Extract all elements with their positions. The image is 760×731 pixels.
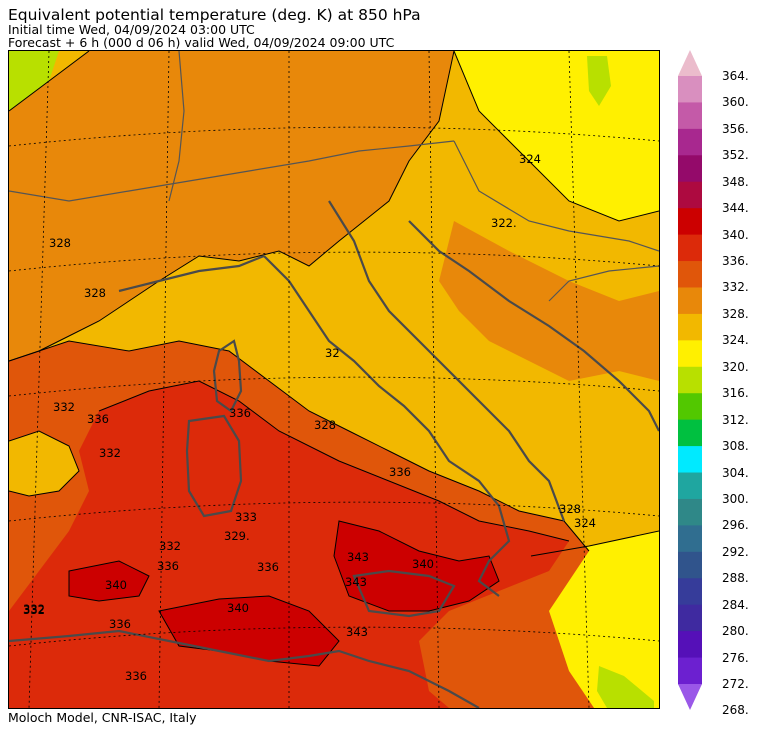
- contour-label: 336: [389, 465, 411, 479]
- colorbar-tick-label: 360.: [722, 95, 749, 110]
- contour-label: 343: [347, 550, 369, 564]
- colorbar-tick-label: 352.: [722, 148, 749, 163]
- colorbar-tick-label: 268.: [722, 703, 749, 718]
- colorbar-swatch: [678, 102, 702, 130]
- field-316-northwest: [9, 51, 59, 111]
- colorbar-swatch: [678, 128, 702, 156]
- colorbar-tick-label: 328.: [722, 306, 749, 321]
- model-credit: Moloch Model, CNR-ISAC, Italy: [8, 710, 197, 725]
- isotherm-contours: [9, 51, 659, 667]
- colorbar-tick-label: 300.: [722, 491, 749, 506]
- field-316-northeast: [587, 56, 611, 106]
- contour-labels: 324 322. 328 328 328 332 332 336 336 336…: [23, 152, 596, 683]
- colorbar-swatch: [678, 419, 702, 447]
- colorbar-swatch: [678, 393, 702, 421]
- colorbar-tick-label: 340.: [722, 227, 749, 242]
- contour-label: 343: [345, 575, 367, 589]
- colorbar: [678, 50, 702, 710]
- contour-label: 322.: [491, 216, 517, 230]
- field-320-northeast: [454, 51, 659, 221]
- colorbar-swatch: [678, 604, 702, 632]
- contour-label: 328: [84, 286, 106, 300]
- colorbar-swatch: [678, 472, 702, 500]
- colorbar-swatch: [678, 684, 702, 710]
- colorbar-labels: 364. 360. 356. 352. 348. 344. 340. 336. 332. 328.…: [722, 50, 760, 716]
- map-title: Equivalent potential temperature (deg. K…: [8, 6, 421, 24]
- contour-label: 332: [23, 602, 45, 616]
- contour-label: 328: [49, 236, 71, 250]
- colorbar-tick-label: 280.: [722, 624, 749, 639]
- colorbar-swatch: [678, 446, 702, 474]
- contour-label: 324: [574, 516, 596, 530]
- contour-label: 333: [235, 510, 257, 524]
- colorbar-tick-label: 324.: [722, 333, 749, 348]
- colorbar-tick-label: 312.: [722, 412, 749, 427]
- contour-label: 32: [325, 346, 340, 360]
- colorbar-tick-label: 332.: [722, 280, 749, 295]
- field-340-africa-west: [69, 561, 149, 601]
- colorbar-swatch: [678, 578, 702, 606]
- field-316-southeast: [597, 666, 654, 708]
- colorbar-tick-label: 336.: [722, 254, 749, 269]
- colorbar-tick-label: 292.: [722, 544, 749, 559]
- colorbar-swatch: [678, 50, 702, 76]
- contour-label: 336: [157, 559, 179, 573]
- graticule: [9, 51, 659, 708]
- colorbar-swatch: [678, 313, 702, 341]
- colorbar-swatch: [678, 208, 702, 236]
- colorbar-swatch: [678, 498, 702, 526]
- field-328-north: [9, 51, 454, 361]
- contour-label: 340: [227, 601, 249, 615]
- colorbar-tick-label: 364.: [722, 69, 749, 83]
- contour-label: 324: [519, 152, 541, 166]
- field-336-tyrrhenian: [9, 381, 569, 708]
- colorbar-tick-label: 296.: [722, 518, 749, 533]
- theta-e-map: 324 322. 328 328 328 332 332 336 336 336…: [8, 50, 660, 709]
- field-340-south-italy: [334, 521, 499, 611]
- contour-label: 336: [87, 412, 109, 426]
- colorbar-swatch: [678, 551, 702, 579]
- contour-label: 343: [346, 625, 368, 639]
- contour-label: 336: [229, 406, 251, 420]
- coastlines: [9, 200, 659, 708]
- colorbar-swatch: [678, 261, 702, 288]
- colorbar-tick-label: 272.: [722, 677, 749, 691]
- colorbar-tick-label: 304.: [722, 465, 749, 480]
- colorbar-swatch: [678, 525, 702, 553]
- colorbar-swatch: [678, 657, 702, 685]
- colorbar-tick-label: 320.: [722, 359, 749, 374]
- colorbar-swatch: [678, 76, 702, 103]
- colorbar-swatch: [678, 181, 702, 209]
- contour-label: 332: [23, 603, 45, 617]
- initial-time: Initial time Wed, 04/09/2024 03:00 UTC: [8, 22, 255, 37]
- contour-label: 332: [159, 539, 181, 553]
- colorbar-tick-label: 276.: [722, 650, 749, 665]
- colorbar-tick-label: 344.: [722, 201, 749, 216]
- contour-label: 340: [412, 557, 434, 571]
- contour-label: 336: [109, 617, 131, 631]
- contour-label: 336: [125, 669, 147, 683]
- colorbar-swatch: [678, 366, 702, 394]
- contour-label: 332: [53, 400, 75, 414]
- colorbar-swatch: [678, 155, 702, 183]
- contour-label: 340: [105, 578, 127, 592]
- country-borders: [9, 51, 659, 302]
- colorbar-swatch: [678, 234, 702, 262]
- contour-label: 332: [99, 446, 121, 460]
- colorbar-tick-label: 316.: [722, 386, 749, 401]
- forecast-valid-time: Forecast + 6 h (000 d 06 h) valid Wed, 0…: [8, 35, 395, 50]
- colorbar-tick-label: 308.: [722, 439, 749, 454]
- colorbar-tick-label: 348.: [722, 174, 749, 189]
- colorbar-tick-label: 356.: [722, 121, 749, 136]
- colorbar-tick-label: 288.: [722, 571, 749, 586]
- colorbar-swatch: [678, 287, 702, 315]
- colorbar-swatch: [678, 340, 702, 368]
- contour-label: 336: [257, 560, 279, 574]
- contour-label: 329.: [224, 529, 250, 543]
- colorbar-tick-label: 284.: [722, 597, 749, 612]
- field-324-west: [9, 431, 79, 496]
- contour-label: 328: [314, 418, 336, 432]
- colorbar-swatch: [678, 631, 702, 659]
- contour-label: 328: [559, 502, 581, 516]
